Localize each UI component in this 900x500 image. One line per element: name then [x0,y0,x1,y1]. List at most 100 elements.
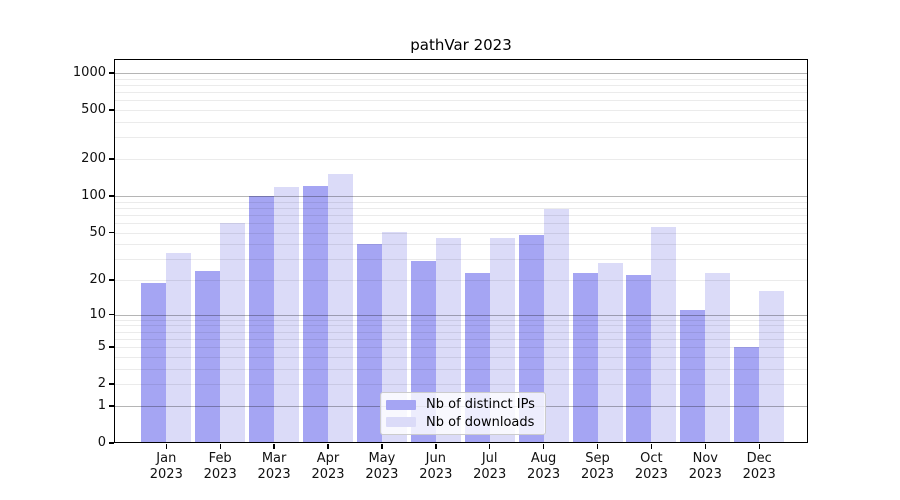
xtick-mark-sep [596,444,599,449]
ytick-label-0: 0 [97,435,106,450]
ytick-label-50: 50 [89,224,106,240]
gridline-800 [114,85,808,86]
gridline-80 [114,207,808,209]
gridline-900 [114,78,808,80]
gridline-700 [114,92,808,94]
plot-area [114,59,808,443]
bar-ips-feb [195,270,221,443]
legend-swatch-downloads [386,416,416,428]
bar-ips-nov [680,309,706,443]
legend-label-distinct-ips: Nb of distinct IPs [426,397,535,413]
bar-downloads-jan [166,252,192,443]
ytick-mark-10 [109,313,114,316]
legend-swatch-distinct-ips [386,399,416,411]
xtick-mark-nov [704,444,706,449]
xtick-mark-dec [758,444,760,449]
xtick-label-feb: Feb 2023 [203,451,237,482]
gridline-300 [114,137,808,139]
xtick-label-apr: Apr 2023 [311,451,345,482]
bar-ips-may [356,244,382,443]
xtick-mark-oct [650,444,653,449]
ytick-label-10: 10 [89,306,106,322]
legend-item-downloads: Nb of downloads [386,415,540,430]
xtick-mark-may [381,444,383,449]
gridline-70 [114,214,808,216]
gridline-2 [114,384,808,386]
bar-ips-dec [734,347,760,443]
xtick-label-oct: Oct 2023 [634,451,668,482]
bar-ips-mar [249,195,275,443]
ytick-mark-5 [109,346,114,348]
ytick-label-5: 5 [97,339,106,355]
xtick-label-jan: Jan 2023 [149,451,183,482]
ytick-mark-1 [109,405,114,407]
xtick-label-jun: Jun 2023 [419,451,453,482]
gridline-5 [114,347,808,349]
xtick-label-aug: Aug 2023 [527,451,561,482]
gridline-10 [114,314,808,316]
gridline-90 [114,201,808,203]
legend-label-downloads: Nb of downloads [426,414,535,430]
xtick-label-dec: Dec 2023 [742,451,776,482]
gridline-8 [114,325,808,327]
gridline-100 [114,195,808,197]
bar-ips-sep [572,272,598,443]
bar-downloads-oct [651,227,677,443]
bar-downloads-feb [220,222,246,443]
gridlines-layer [114,59,808,443]
legend-item-distinct-ips: Nb of distinct IPs [386,397,540,412]
gridline-40 [114,244,808,246]
legend: Nb of distinct IPs Nb of downloads [380,392,546,435]
xtick-mark-mar [273,444,275,449]
gridline-9 [114,319,808,321]
bar-ips-jan [141,282,167,443]
ytick-mark-200 [109,158,114,160]
ytick-mark-0 [109,442,114,444]
gridline-3 [114,368,808,370]
gridline-60 [114,222,808,224]
ytick-label-1: 1 [97,397,106,413]
bar-downloads-aug [543,209,569,443]
xtick-label-sep: Sep 2023 [580,451,615,482]
gridline-200 [114,159,808,160]
xtick-mark-feb [219,444,221,449]
ytick-mark-50 [109,231,114,234]
xtick-label-jul: Jul 2023 [473,451,507,482]
gridline-7 [114,331,808,333]
gridline-4 [114,356,808,358]
gridline-30 [114,259,808,261]
xtick-label-mar: Mar 2023 [257,451,291,482]
bar-downloads-apr [328,174,353,443]
bar-downloads-mar [274,187,300,443]
xtick-mark-apr [327,444,329,449]
bar-ips-apr [303,185,328,443]
ytick-mark-2 [109,383,114,385]
ytick-label-20: 20 [89,272,106,287]
bar-downloads-sep [597,262,623,443]
ytick-label-1000: 1000 [72,65,106,80]
ytick-label-200: 200 [81,151,106,166]
gridline-600 [114,100,808,102]
xtick-mark-jun [435,444,437,449]
ytick-mark-20 [109,279,114,281]
xtick-mark-aug [542,444,545,449]
bar-downloads-dec [759,291,785,443]
xtick-label-may: May 2023 [365,451,399,482]
ytick-mark-500 [109,109,114,111]
xtick-label-nov: Nov 2023 [688,451,722,482]
gridline-500 [114,110,808,112]
ytick-mark-100 [109,195,114,197]
gridline-50 [114,232,808,234]
ytick-label-100: 100 [81,187,106,203]
gridline-1000 [114,73,808,74]
xtick-mark-jul [488,444,491,449]
gridline-400 [114,122,808,123]
gridline-6 [114,338,808,340]
ytick-label-2: 2 [97,376,106,392]
ytick-mark-1000 [109,72,114,74]
bar-ips-oct [626,275,652,443]
xtick-mark-jan [165,444,168,449]
bar-downloads-nov [705,272,731,443]
ytick-label-500: 500 [81,102,106,118]
